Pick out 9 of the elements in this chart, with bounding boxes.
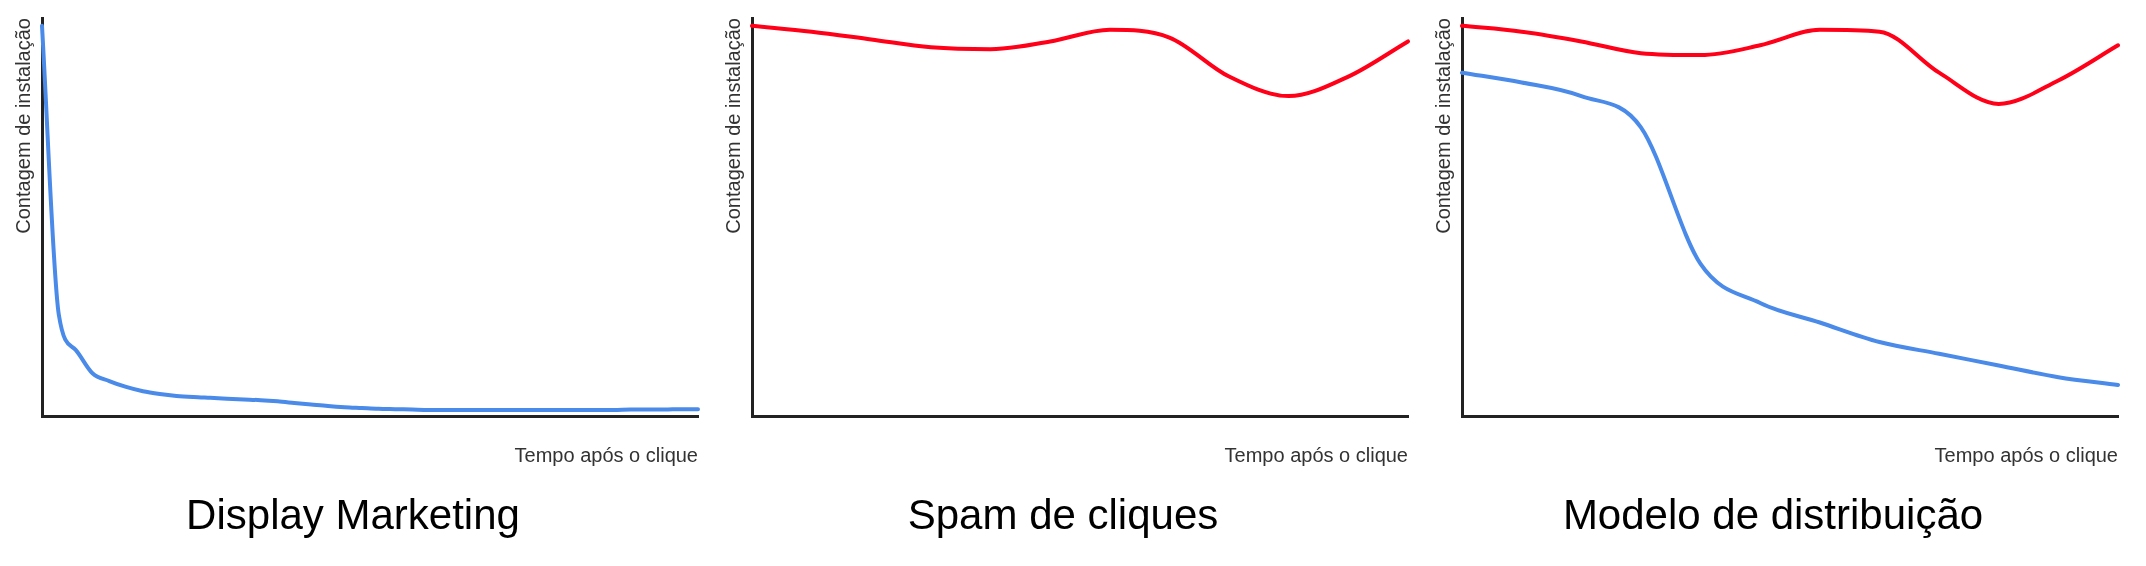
y-axis-title: Contagem de instalação: [721, 18, 744, 234]
x-axis-title: Tempo após o clique: [514, 444, 698, 467]
text: Spam de cliques: [907, 491, 1219, 539]
y-axis-title: Contagem de instalação: [1431, 18, 1454, 234]
x-axis-title: Tempo após o clique: [1224, 444, 1408, 467]
x-axis-title: Tempo após o clique: [1934, 444, 2118, 467]
text: Modelo de distribuição: [1562, 491, 1984, 539]
y-axis-title: Contagem de instalação: [11, 18, 34, 234]
text: Display Marketing: [186, 491, 520, 539]
